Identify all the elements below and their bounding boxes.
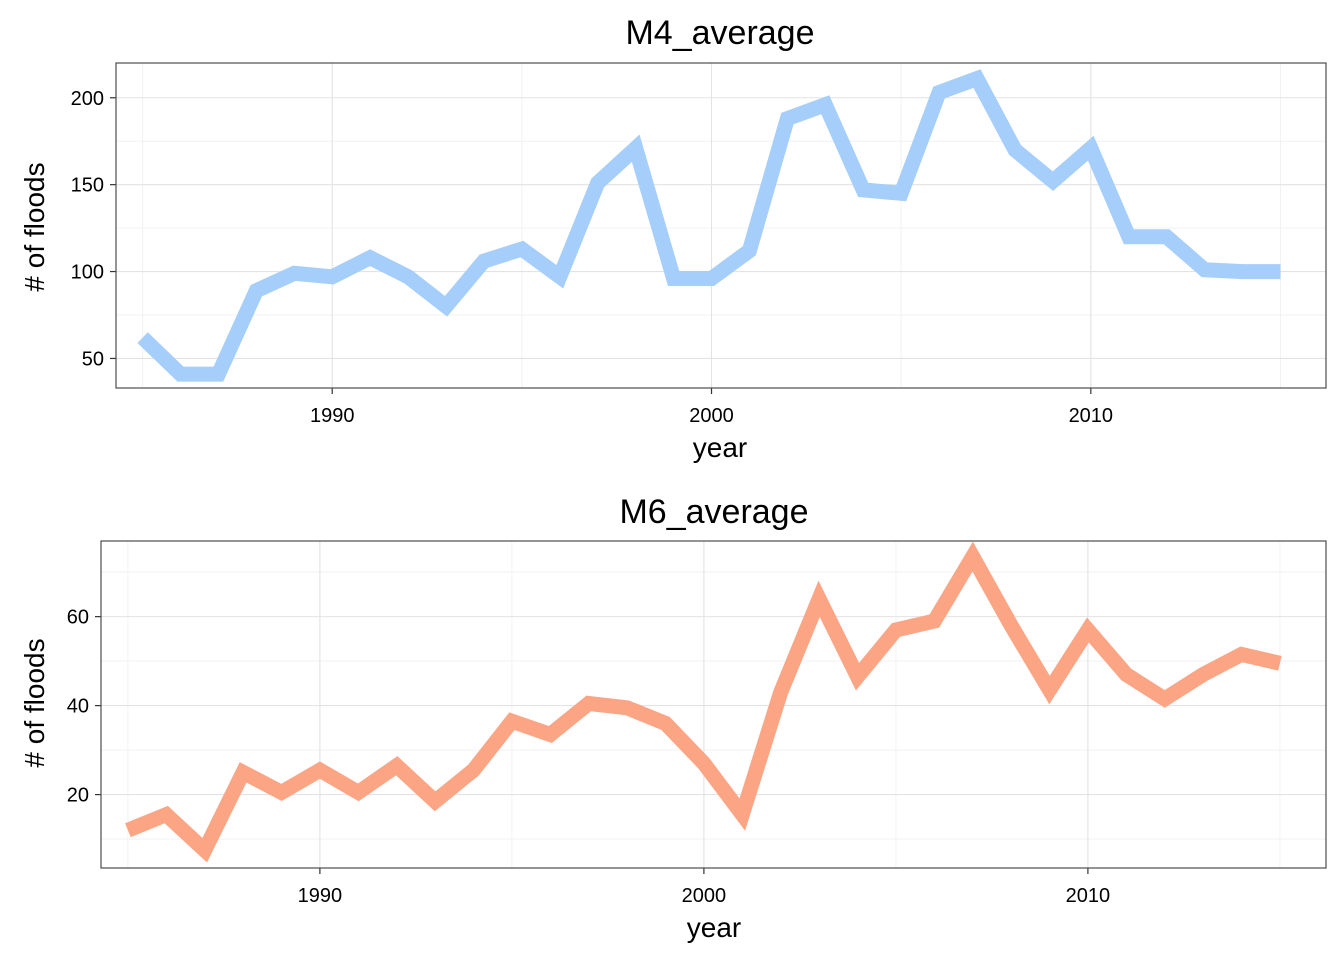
x-tick-label: 2000 xyxy=(689,405,734,427)
plot-border xyxy=(100,540,1327,869)
chart-title: M6_average xyxy=(619,493,808,531)
chart-panel-m6: M6_average 1990 2000 2010 20 40 60 year # of … xyxy=(19,493,1327,943)
y-tick-label: 20 xyxy=(67,785,89,807)
y-tick-label: 150 xyxy=(71,175,104,197)
plot-border xyxy=(115,62,1327,389)
y-tick-label: 50 xyxy=(82,348,104,370)
y-tick-label: 200 xyxy=(71,88,104,110)
y-tick-label: 60 xyxy=(67,607,89,629)
y-tick-label: 40 xyxy=(67,696,89,718)
plot-background xyxy=(116,63,1326,388)
x-tick-label: 2000 xyxy=(682,885,727,907)
plot-background xyxy=(101,541,1326,868)
series-line xyxy=(137,69,1281,382)
chart-title: M4_average xyxy=(625,14,814,52)
plot-area: 1990 2000 2010 20 40 60 xyxy=(67,540,1327,907)
y-axis-label: # of floods xyxy=(19,638,50,767)
x-tick-label: 2010 xyxy=(1066,885,1111,907)
x-tick-label: 1990 xyxy=(298,885,343,907)
series-line xyxy=(125,541,1282,863)
x-axis-label: year xyxy=(693,432,747,463)
y-tick-label: 100 xyxy=(71,262,104,284)
y-axis-label: # of floods xyxy=(19,162,50,291)
x-axis-label: year xyxy=(687,912,741,943)
plot-area: 1990 2000 2010 50 100 150 200 xyxy=(71,62,1327,427)
x-tick-label: 1990 xyxy=(310,405,355,427)
x-tick-label: 2010 xyxy=(1069,405,1114,427)
